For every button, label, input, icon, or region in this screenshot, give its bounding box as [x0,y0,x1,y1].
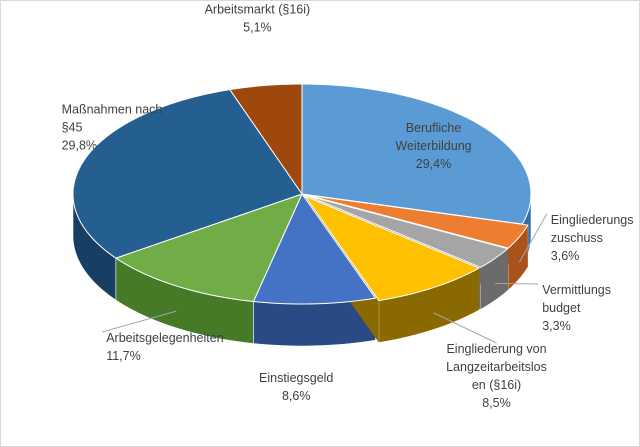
label-line: Vermittlungs [542,283,611,297]
value-label: 11,7% [106,349,141,363]
label-ma-nahmen-nach-45: Maßnahmen nach §45 29,8% [62,103,163,153]
pie-tops [72,83,532,305]
slice-berufliche-weiterbildung [301,83,532,225]
label-line: Eingliederung von [446,342,546,356]
label-line: Arbeitsgelegenheiten [106,331,223,345]
value-label: 29,8% [62,139,97,153]
value-label: 3,3% [542,319,571,333]
value-label: 8,6% [282,389,311,403]
label-eingliederungs-zuschuss: Eingliederungs zuschuss 3,6% [551,213,634,263]
label-vermittlungs-budget: Vermittlungs budget 3,3% [542,283,611,333]
value-label: 5,1% [243,21,272,35]
label-line: Berufliche [406,121,462,135]
slice-einstiegsgeld [252,193,376,305]
label-line: Eingliederungs [551,213,634,227]
slice-teilhabe-am-arbeitsmarkt-16i [229,83,303,195]
label-line: budget [542,301,581,315]
value-label: 8,5% [482,396,511,410]
slice-eingliederungs-zuschuss [307,194,529,249]
label-line: Weiterbildung [395,139,471,153]
slice-labels: Berufliche Weiterbildung 29,4% Eingliederun… [62,0,634,411]
value-label: 29,4% [416,157,451,171]
slice-vermittlungs-budget [306,195,509,268]
leader-lines [102,213,548,344]
leader-line-eingliederungs-zuschuss [518,213,548,263]
slice-eingliederung-von-langzeitarbeitslos-en-16i [304,195,480,302]
slice-ma-nahmen-nach-45 [72,89,303,259]
label-line: zuschuss [551,231,603,245]
leader-line-eingliederung-von-langzeitarbeitslos-en-16i [433,312,497,344]
label-line: §45 [62,121,83,135]
label-einstiegsgeld: Einstiegsgeld 8,6% [259,371,333,403]
label-line: Arbeitsmarkt (§16i) [205,3,311,17]
label-arbeitsgelegenheiten: Arbeitsgelegenheiten 11,7% [106,331,223,363]
label-line: Einstiegsgeld [259,371,333,385]
leader-line-vermittlungs-budget [495,283,539,285]
label-berufliche-weiterbildung: Berufliche Weiterbildung 29,4% [395,121,471,171]
slice-arbeitsgelegenheiten [115,193,303,302]
value-label: 3,6% [551,249,580,263]
label-line: en (§16i) [472,378,521,392]
label-line: Langzeitarbeitslos [446,360,547,374]
label-line: Maßnahmen nach [62,103,163,117]
leader-line-arbeitsgelegenheiten [102,310,177,333]
label-teilhabe-am-arbeitsmarkt-16i: Teilhabe amArbeitsmarkt (§16i)5,1% [205,0,311,35]
label-eingliederung-von-langzeitarbeitslos-en-16i: Eingliederung von Langzeitarbeitslos en (§… [446,342,547,410]
